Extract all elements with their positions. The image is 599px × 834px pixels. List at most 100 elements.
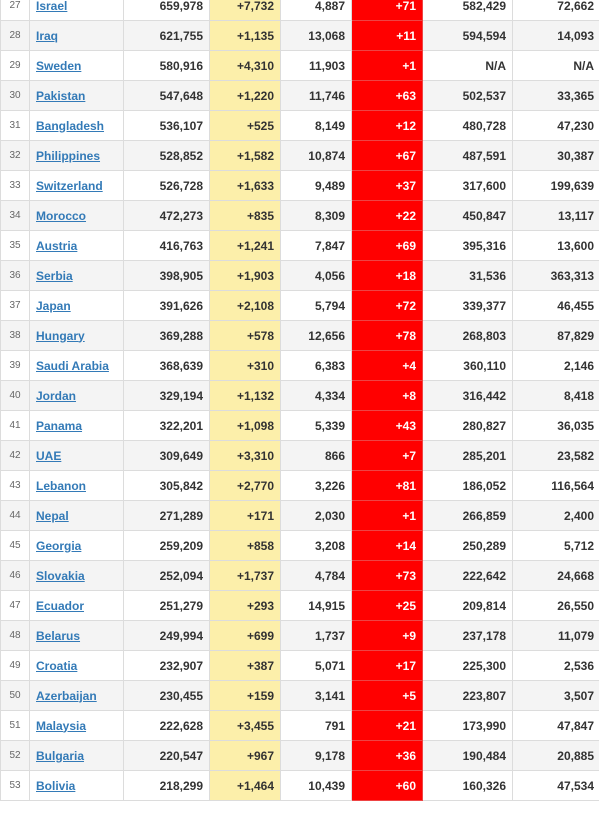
rank-cell: 52 — [0, 740, 30, 771]
total-deaths-cell: 11,746 — [280, 80, 352, 111]
country-link[interactable]: Switzerland — [36, 178, 103, 193]
country-cell: Morocco — [29, 200, 124, 231]
new-deaths-cell: +25 — [351, 590, 423, 621]
total-cases-cell: 230,455 — [123, 680, 210, 711]
new-cases-cell: +835 — [209, 200, 281, 231]
country-link[interactable]: Sweden — [36, 58, 82, 73]
rank-number: 38 — [9, 330, 21, 341]
rank-cell: 29 — [0, 50, 30, 81]
active-cases-cell: 363,313 — [512, 260, 599, 291]
total-recovered-cell: 223,807 — [422, 680, 513, 711]
new-deaths-cell: +60 — [351, 770, 423, 801]
total-deaths-cell: 4,887 — [280, 0, 352, 21]
total-recovered-cell: 31,536 — [422, 260, 513, 291]
total-recovered-cell: 190,484 — [422, 740, 513, 771]
country-link[interactable]: Japan — [36, 298, 71, 313]
country-cell: Panama — [29, 410, 124, 441]
country-link[interactable]: Nepal — [36, 508, 69, 523]
country-link[interactable]: Serbia — [36, 268, 73, 283]
rank-number: 27 — [9, 0, 21, 11]
rank-cell: 47 — [0, 590, 30, 621]
country-cell: Switzerland — [29, 170, 124, 201]
new-cases-cell: +387 — [209, 650, 281, 681]
new-cases-cell: +1,098 — [209, 410, 281, 441]
total-deaths-cell: 4,056 — [280, 260, 352, 291]
rank-cell: 30 — [0, 80, 30, 111]
active-cases-cell: 46,455 — [512, 290, 599, 321]
rank-number: 29 — [9, 60, 21, 71]
new-deaths-cell: +5 — [351, 680, 423, 711]
new-deaths-cell: +71 — [351, 0, 423, 21]
country-link[interactable]: Israel — [36, 0, 68, 13]
active-cases-cell: 72,662 — [512, 0, 599, 21]
new-deaths-cell: +36 — [351, 740, 423, 771]
total-cases-cell: 251,279 — [123, 590, 210, 621]
new-cases-cell: +2,108 — [209, 290, 281, 321]
table-row: 49 Croatia 232,907 +387 5,071 +17 225,30… — [0, 650, 599, 681]
new-cases-cell: +1,464 — [209, 770, 281, 801]
total-recovered-cell: 186,052 — [422, 470, 513, 501]
country-link[interactable]: Bolivia — [36, 778, 76, 793]
country-link[interactable]: Morocco — [36, 208, 87, 223]
active-cases-cell: 20,885 — [512, 740, 599, 771]
total-recovered-cell: 160,326 — [422, 770, 513, 801]
country-link[interactable]: Georgia — [36, 538, 82, 553]
country-cell: Ecuador — [29, 590, 124, 621]
total-cases-cell: 329,194 — [123, 380, 210, 411]
active-cases-cell: 3,507 — [512, 680, 599, 711]
new-deaths-cell: +11 — [351, 20, 423, 51]
rank-cell: 28 — [0, 20, 30, 51]
country-cell: Sweden — [29, 50, 124, 81]
country-link[interactable]: Malaysia — [36, 718, 87, 733]
country-link[interactable]: Saudi Arabia — [36, 358, 109, 373]
country-link[interactable]: Pakistan — [36, 88, 86, 103]
total-deaths-cell: 5,794 — [280, 290, 352, 321]
total-cases-cell: 271,289 — [123, 500, 210, 531]
active-cases-cell: 47,534 — [512, 770, 599, 801]
country-link[interactable]: Azerbaijan — [36, 688, 97, 703]
country-link[interactable]: Austria — [36, 238, 78, 253]
country-link[interactable]: Belarus — [36, 628, 81, 643]
rank-cell: 41 — [0, 410, 30, 441]
rank-cell: 49 — [0, 650, 30, 681]
country-link[interactable]: Croatia — [36, 658, 78, 673]
country-link[interactable]: UAE — [36, 448, 62, 463]
total-recovered-cell: 594,594 — [422, 20, 513, 51]
total-cases-cell: 218,299 — [123, 770, 210, 801]
country-link[interactable]: Lebanon — [36, 478, 86, 493]
country-link[interactable]: Hungary — [36, 328, 85, 343]
country-link[interactable]: Panama — [36, 418, 83, 433]
active-cases-cell: 24,668 — [512, 560, 599, 591]
country-cell: Lebanon — [29, 470, 124, 501]
country-link[interactable]: Bangladesh — [36, 118, 105, 133]
new-cases-cell: +525 — [209, 110, 281, 141]
rank-number: 32 — [9, 150, 21, 161]
total-deaths-cell: 3,226 — [280, 470, 352, 501]
country-link[interactable]: Slovakia — [36, 568, 85, 583]
table-row: 35 Austria 416,763 +1,241 7,847 +69 395,… — [0, 230, 599, 261]
table-row: 43 Lebanon 305,842 +2,770 3,226 +81 186,… — [0, 470, 599, 501]
new-cases-cell: +1,220 — [209, 80, 281, 111]
total-deaths-cell: 14,915 — [280, 590, 352, 621]
active-cases-cell: 13,117 — [512, 200, 599, 231]
total-cases-cell: 526,728 — [123, 170, 210, 201]
rank-number: 53 — [9, 780, 21, 791]
total-deaths-cell: 7,847 — [280, 230, 352, 261]
country-cell: Bulgaria — [29, 740, 124, 771]
table-row: 27 Israel 659,978 +7,732 4,887 +71 582,4… — [0, 0, 599, 21]
new-cases-cell: +1,633 — [209, 170, 281, 201]
total-recovered-cell: 225,300 — [422, 650, 513, 681]
country-link[interactable]: Bulgaria — [36, 748, 85, 763]
rank-number: 52 — [9, 750, 21, 761]
country-link[interactable]: Ecuador — [36, 598, 85, 613]
country-link[interactable]: Iraq — [36, 28, 59, 43]
rank-number: 37 — [9, 300, 21, 311]
country-cell: Bolivia — [29, 770, 124, 801]
total-recovered-cell: 316,442 — [422, 380, 513, 411]
rank-cell: 43 — [0, 470, 30, 501]
country-link[interactable]: Philippines — [36, 148, 101, 163]
total-cases-cell: 621,755 — [123, 20, 210, 51]
total-recovered-cell: 285,201 — [422, 440, 513, 471]
country-link[interactable]: Jordan — [36, 388, 77, 403]
total-cases-cell: 259,209 — [123, 530, 210, 561]
